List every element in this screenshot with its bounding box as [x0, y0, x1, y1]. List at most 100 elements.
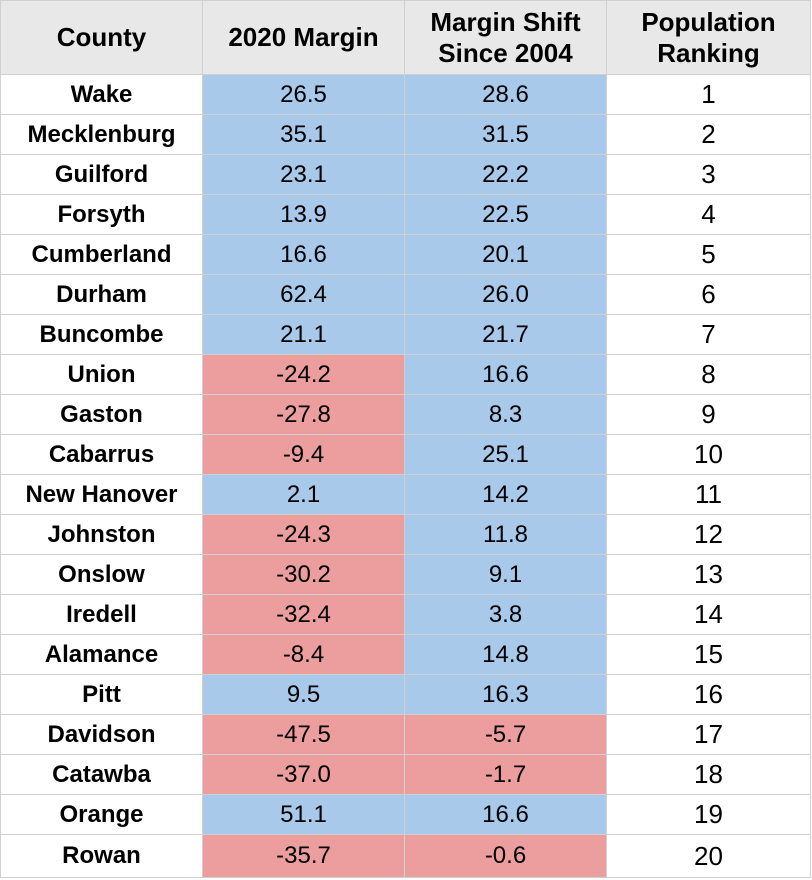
county-cell: Mecklenburg — [0, 114, 203, 155]
margin-shift-cell: -5.7 — [404, 714, 607, 755]
table-row: Rowan -35.7 -0.6 20 — [0, 834, 811, 878]
county-cell: Forsyth — [0, 194, 203, 235]
county-cell: Rowan — [0, 834, 203, 878]
table-row: Iredell -32.4 3.8 14 — [0, 594, 811, 635]
margin-shift-cell: 14.8 — [404, 634, 607, 675]
table-row: Forsyth 13.9 22.5 4 — [0, 194, 811, 235]
margin-2020-cell: -8.4 — [202, 634, 405, 675]
table-row: Mecklenburg 35.1 31.5 2 — [0, 114, 811, 155]
table-row: Alamance -8.4 14.8 15 — [0, 634, 811, 675]
population-rank-cell: 8 — [606, 354, 811, 395]
population-rank-cell: 4 — [606, 194, 811, 235]
county-cell: Orange — [0, 794, 203, 835]
table-row: Pitt 9.5 16.3 16 — [0, 674, 811, 715]
margin-2020-cell: 51.1 — [202, 794, 405, 835]
county-cell: Cabarrus — [0, 434, 203, 475]
margin-shift-cell: -1.7 — [404, 754, 607, 795]
margin-shift-cell: 16.6 — [404, 794, 607, 835]
margin-2020-cell: 16.6 — [202, 234, 405, 275]
margin-shift-cell: 16.3 — [404, 674, 607, 715]
margin-shift-cell: 20.1 — [404, 234, 607, 275]
margin-2020-cell: -30.2 — [202, 554, 405, 595]
table-row: Johnston -24.3 11.8 12 — [0, 514, 811, 555]
county-cell: Pitt — [0, 674, 203, 715]
population-rank-cell: 20 — [606, 834, 811, 878]
county-cell: Guilford — [0, 154, 203, 195]
population-rank-cell: 14 — [606, 594, 811, 635]
margin-2020-cell: -32.4 — [202, 594, 405, 635]
population-rank-cell: 5 — [606, 234, 811, 275]
table-row: Davidson -47.5 -5.7 17 — [0, 714, 811, 755]
county-cell: Durham — [0, 274, 203, 315]
population-rank-cell: 16 — [606, 674, 811, 715]
margin-shift-cell: 21.7 — [404, 314, 607, 355]
table-row: Union -24.2 16.6 8 — [0, 354, 811, 395]
county-cell: Union — [0, 354, 203, 395]
margin-shift-cell: 22.2 — [404, 154, 607, 195]
population-rank-cell: 3 — [606, 154, 811, 195]
header-margin-shift: Margin Shift Since 2004 — [404, 0, 607, 75]
county-cell: Iredell — [0, 594, 203, 635]
margin-2020-cell: 21.1 — [202, 314, 405, 355]
margin-2020-cell: 23.1 — [202, 154, 405, 195]
header-row: County 2020 Margin Margin Shift Since 200… — [0, 0, 811, 75]
header-2020-margin: 2020 Margin — [202, 0, 405, 75]
margin-shift-cell: 14.2 — [404, 474, 607, 515]
table-row: Buncombe 21.1 21.7 7 — [0, 314, 811, 355]
table-row: Cumberland 16.6 20.1 5 — [0, 234, 811, 275]
margin-shift-cell: 22.5 — [404, 194, 607, 235]
county-cell: Cumberland — [0, 234, 203, 275]
table-row: Guilford 23.1 22.2 3 — [0, 154, 811, 195]
population-rank-cell: 2 — [606, 114, 811, 155]
table-row: Cabarrus -9.4 25.1 10 — [0, 434, 811, 475]
county-cell: Johnston — [0, 514, 203, 555]
table-row: New Hanover 2.1 14.2 11 — [0, 474, 811, 515]
county-cell: Buncombe — [0, 314, 203, 355]
margin-2020-cell: -27.8 — [202, 394, 405, 435]
population-rank-cell: 12 — [606, 514, 811, 555]
margin-2020-cell: 13.9 — [202, 194, 405, 235]
margin-2020-cell: -37.0 — [202, 754, 405, 795]
margin-shift-cell: 25.1 — [404, 434, 607, 475]
county-cell: New Hanover — [0, 474, 203, 515]
margin-2020-cell: 62.4 — [202, 274, 405, 315]
margin-2020-cell: -24.2 — [202, 354, 405, 395]
margin-2020-cell: 35.1 — [202, 114, 405, 155]
margin-shift-cell: -0.6 — [404, 834, 607, 878]
population-rank-cell: 1 — [606, 74, 811, 115]
table-row: Onslow -30.2 9.1 13 — [0, 554, 811, 595]
margin-shift-cell: 11.8 — [404, 514, 607, 555]
population-rank-cell: 7 — [606, 314, 811, 355]
margin-shift-cell: 16.6 — [404, 354, 607, 395]
population-rank-cell: 11 — [606, 474, 811, 515]
margin-shift-cell: 3.8 — [404, 594, 607, 635]
table-row: Durham 62.4 26.0 6 — [0, 274, 811, 315]
margin-2020-cell: 26.5 — [202, 74, 405, 115]
table-row: Gaston -27.8 8.3 9 — [0, 394, 811, 435]
margin-2020-cell: 9.5 — [202, 674, 405, 715]
margin-2020-cell: 2.1 — [202, 474, 405, 515]
table-body: Wake 26.5 28.6 1 Mecklenburg 35.1 31.5 2 Guilfor… — [0, 74, 811, 878]
table-row: Orange 51.1 16.6 19 — [0, 794, 811, 835]
margin-shift-cell: 26.0 — [404, 274, 607, 315]
county-cell: Onslow — [0, 554, 203, 595]
margin-2020-cell: -9.4 — [202, 434, 405, 475]
population-rank-cell: 18 — [606, 754, 811, 795]
table-row: Catawba -37.0 -1.7 18 — [0, 754, 811, 795]
margin-2020-cell: -47.5 — [202, 714, 405, 755]
county-cell: Alamance — [0, 634, 203, 675]
margin-shift-cell: 28.6 — [404, 74, 607, 115]
margin-2020-cell: -35.7 — [202, 834, 405, 878]
margin-shift-cell: 8.3 — [404, 394, 607, 435]
population-rank-cell: 17 — [606, 714, 811, 755]
population-rank-cell: 13 — [606, 554, 811, 595]
population-rank-cell: 10 — [606, 434, 811, 475]
county-cell: Catawba — [0, 754, 203, 795]
header-population-ranking: Population Ranking — [606, 0, 811, 75]
population-rank-cell: 9 — [606, 394, 811, 435]
county-cell: Davidson — [0, 714, 203, 755]
margin-shift-cell: 31.5 — [404, 114, 607, 155]
margin-2020-cell: -24.3 — [202, 514, 405, 555]
header-county: County — [0, 0, 203, 75]
